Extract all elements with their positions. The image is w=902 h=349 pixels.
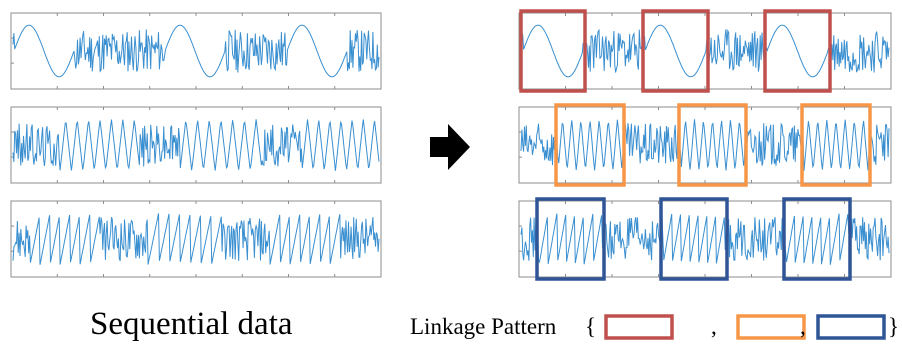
legend-close-brace: } <box>888 314 900 339</box>
pattern-box-sine <box>519 9 587 93</box>
pattern-box-sawtooth <box>782 197 852 281</box>
signal-line <box>520 213 890 265</box>
legend-separator: , <box>800 314 806 339</box>
output-sequences <box>518 9 892 281</box>
pattern-box-sawtooth <box>659 197 729 281</box>
legend-box-orange <box>736 314 806 340</box>
pattern-box-sine <box>763 9 832 93</box>
legend-label: Linkage Pattern <box>410 314 557 339</box>
plot-axes <box>10 12 382 90</box>
pattern-box-triangle <box>677 103 748 187</box>
transform-arrow-icon <box>430 124 470 170</box>
signal-line <box>12 213 380 265</box>
pattern-box-triangle <box>554 103 626 187</box>
signal-line <box>12 24 380 78</box>
input-sequences <box>10 12 382 278</box>
legend-separator: , <box>711 314 717 339</box>
signal-line <box>12 119 380 171</box>
plot-axes <box>518 106 892 184</box>
legend-box-blue <box>816 314 886 340</box>
legend-pattern-boxes <box>604 314 886 340</box>
signal-line <box>520 24 890 78</box>
legend-open-brace: { <box>585 314 597 339</box>
pattern-box-sawtooth <box>535 197 606 281</box>
legend-box-red <box>604 314 674 340</box>
pattern-box-triangle <box>800 103 872 187</box>
plot-axes <box>10 106 382 184</box>
signal-line <box>520 119 890 171</box>
pattern-box-sine <box>641 9 710 93</box>
sequential-data-caption: Sequential data <box>90 306 293 342</box>
